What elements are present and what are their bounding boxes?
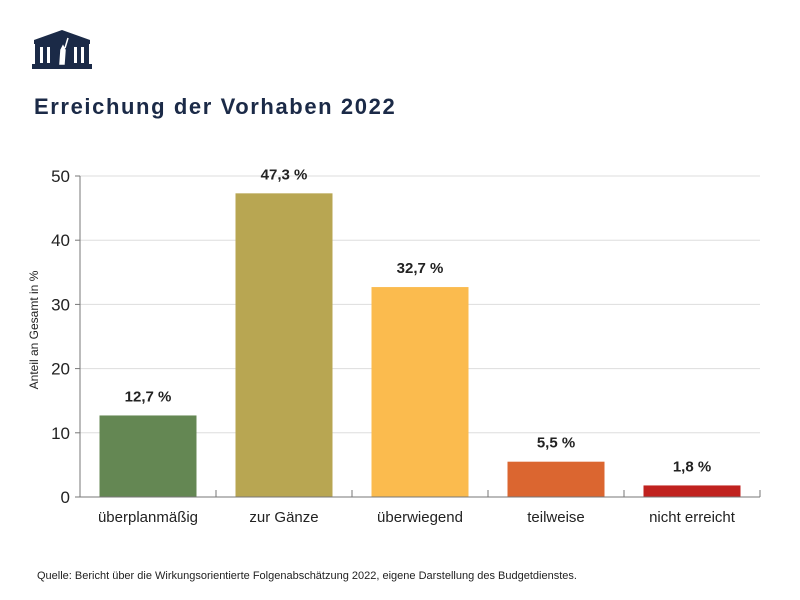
data-label: 32,7 % xyxy=(397,260,444,277)
bar xyxy=(235,193,333,498)
bar xyxy=(99,415,197,497)
x-tick-label: überwiegend xyxy=(377,509,463,526)
x-tick-label: nicht erreicht xyxy=(649,509,736,526)
bar xyxy=(507,461,605,497)
data-label: 47,3 % xyxy=(261,166,308,183)
data-label: 5,5 % xyxy=(537,435,575,452)
x-tick-label: überplanmäßig xyxy=(98,509,198,526)
y-axis-label: Anteil an Gesamt in % xyxy=(27,270,41,389)
parliament-logo xyxy=(32,28,92,75)
bar xyxy=(643,485,741,497)
x-tick-label: zur Gänze xyxy=(249,509,318,526)
chart-title: Erreichung der Vorhaben 2022 xyxy=(34,94,397,119)
y-tick-label: 40 xyxy=(51,231,70,250)
bar xyxy=(371,287,469,497)
data-label: 12,7 % xyxy=(125,388,172,405)
y-tick-label: 20 xyxy=(51,360,70,379)
x-tick-label: teilweise xyxy=(527,509,585,526)
parliament-building-icon xyxy=(32,30,92,69)
y-tick-label: 10 xyxy=(51,424,70,443)
source-note: Quelle: Bericht über die Wirkungsorienti… xyxy=(37,570,577,582)
y-tick-label: 30 xyxy=(51,295,70,314)
data-label: 1,8 % xyxy=(673,458,711,475)
y-tick-label: 50 xyxy=(51,167,70,186)
y-tick-label: 0 xyxy=(61,488,70,507)
